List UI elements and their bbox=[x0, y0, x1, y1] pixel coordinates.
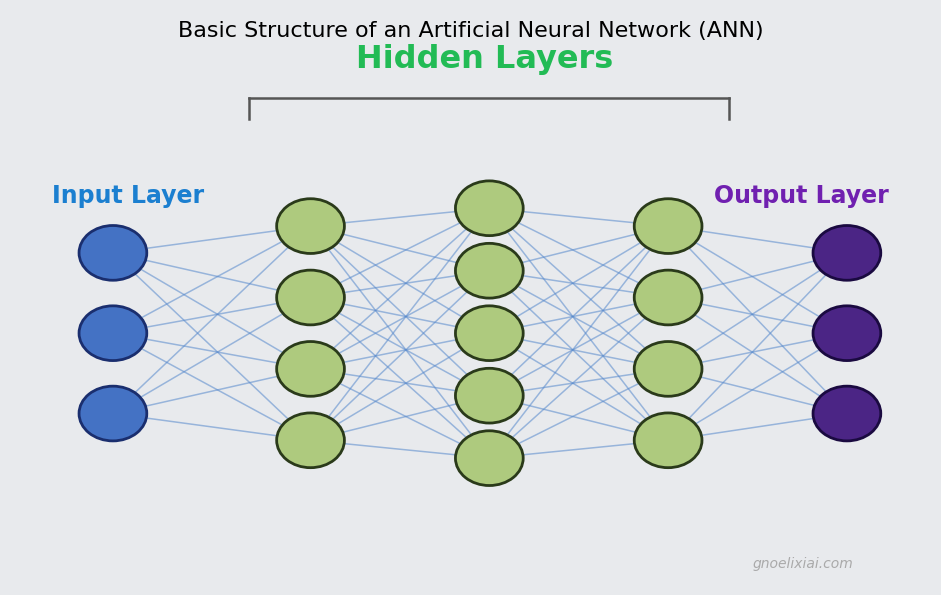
Ellipse shape bbox=[277, 199, 344, 253]
Ellipse shape bbox=[455, 306, 523, 361]
Ellipse shape bbox=[455, 181, 523, 236]
Ellipse shape bbox=[813, 226, 881, 280]
Ellipse shape bbox=[79, 306, 147, 361]
Ellipse shape bbox=[277, 413, 344, 468]
Ellipse shape bbox=[634, 413, 702, 468]
Ellipse shape bbox=[79, 386, 147, 441]
Ellipse shape bbox=[277, 270, 344, 325]
Ellipse shape bbox=[634, 270, 702, 325]
Text: Output Layer: Output Layer bbox=[714, 184, 889, 208]
Ellipse shape bbox=[455, 431, 523, 486]
Ellipse shape bbox=[277, 342, 344, 396]
Text: gnoelixiai.com: gnoelixiai.com bbox=[753, 557, 853, 571]
Ellipse shape bbox=[455, 368, 523, 423]
Text: Input Layer: Input Layer bbox=[52, 184, 204, 208]
Ellipse shape bbox=[634, 342, 702, 396]
Ellipse shape bbox=[634, 199, 702, 253]
Ellipse shape bbox=[79, 226, 147, 280]
Ellipse shape bbox=[455, 243, 523, 298]
Text: Hidden Layers: Hidden Layers bbox=[356, 44, 614, 75]
Text: Basic Structure of an Artificial Neural Network (ANN): Basic Structure of an Artificial Neural … bbox=[178, 21, 763, 41]
Ellipse shape bbox=[813, 306, 881, 361]
Ellipse shape bbox=[813, 386, 881, 441]
